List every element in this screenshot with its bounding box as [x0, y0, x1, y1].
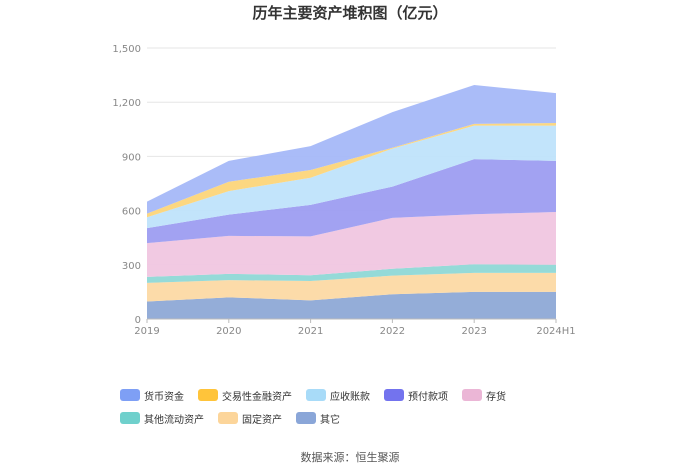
legend-item[interactable]: 预付款项: [384, 388, 448, 403]
chart-title: 历年主要资产堆积图（亿元）: [252, 4, 448, 22]
y-tick-label: 1,200: [112, 98, 141, 109]
area-series-3: [147, 212, 556, 277]
y-tick-label: 300: [122, 261, 141, 272]
legend-swatch: [306, 389, 326, 401]
legend-swatch: [120, 389, 140, 401]
x-tick-label: 2019: [134, 326, 159, 337]
y-tick-label: 900: [122, 152, 141, 163]
y-tick-label: 0: [135, 315, 141, 326]
area-series-0: [147, 291, 556, 319]
y-tick-label: 1,500: [112, 44, 141, 55]
area-series-4: [147, 159, 556, 244]
legend-label: 存货: [486, 391, 506, 403]
data-source: 数据来源：恒生聚源: [300, 451, 400, 464]
legend-item[interactable]: 固定资产: [218, 411, 282, 426]
x-tick-label: 2023: [461, 326, 486, 337]
x-tick-label: 2021: [298, 326, 323, 337]
legend-swatch: [296, 412, 316, 424]
legend-label: 货币资金: [144, 391, 184, 403]
x-tick-label: 2022: [380, 326, 405, 337]
legend-label: 应收账款: [330, 391, 370, 403]
legend-item[interactable]: 货币资金: [120, 388, 184, 403]
legend-swatch: [462, 389, 482, 401]
y-tick-label: 600: [122, 207, 141, 218]
legend-label: 其它: [320, 414, 340, 426]
chart-legend: 货币资金 交易性金融资产 应收账款 预付款项 存货其他流动资产 固定资产 其它: [120, 388, 600, 426]
legend-label: 固定资产: [242, 414, 282, 426]
area-series-1: [147, 272, 556, 302]
legend-swatch: [218, 412, 238, 424]
legend-item[interactable]: 存货: [462, 388, 506, 403]
x-tick-label: 2024H1: [536, 326, 575, 337]
legend-swatch: [198, 389, 218, 401]
legend-swatch: [120, 412, 140, 424]
legend-item[interactable]: 其它: [296, 411, 340, 426]
legend-item[interactable]: 交易性金融资产: [198, 388, 292, 403]
area-series-2: [147, 264, 556, 283]
legend-item[interactable]: 其他流动资产: [120, 411, 204, 426]
legend-item[interactable]: 应收账款: [306, 388, 370, 403]
area-series-7: [147, 85, 556, 214]
stacked-area-chart: 0 300 600 900 1,200 1,500 2019 2020 2021 2022 2023…: [112, 44, 575, 337]
x-tick-label: 2020: [216, 326, 241, 337]
legend-label: 交易性金融资产: [222, 391, 292, 403]
area-series-5: [147, 125, 556, 229]
legend-label: 其他流动资产: [144, 414, 204, 426]
legend-label: 预付款项: [408, 391, 448, 403]
legend-swatch: [384, 389, 404, 401]
